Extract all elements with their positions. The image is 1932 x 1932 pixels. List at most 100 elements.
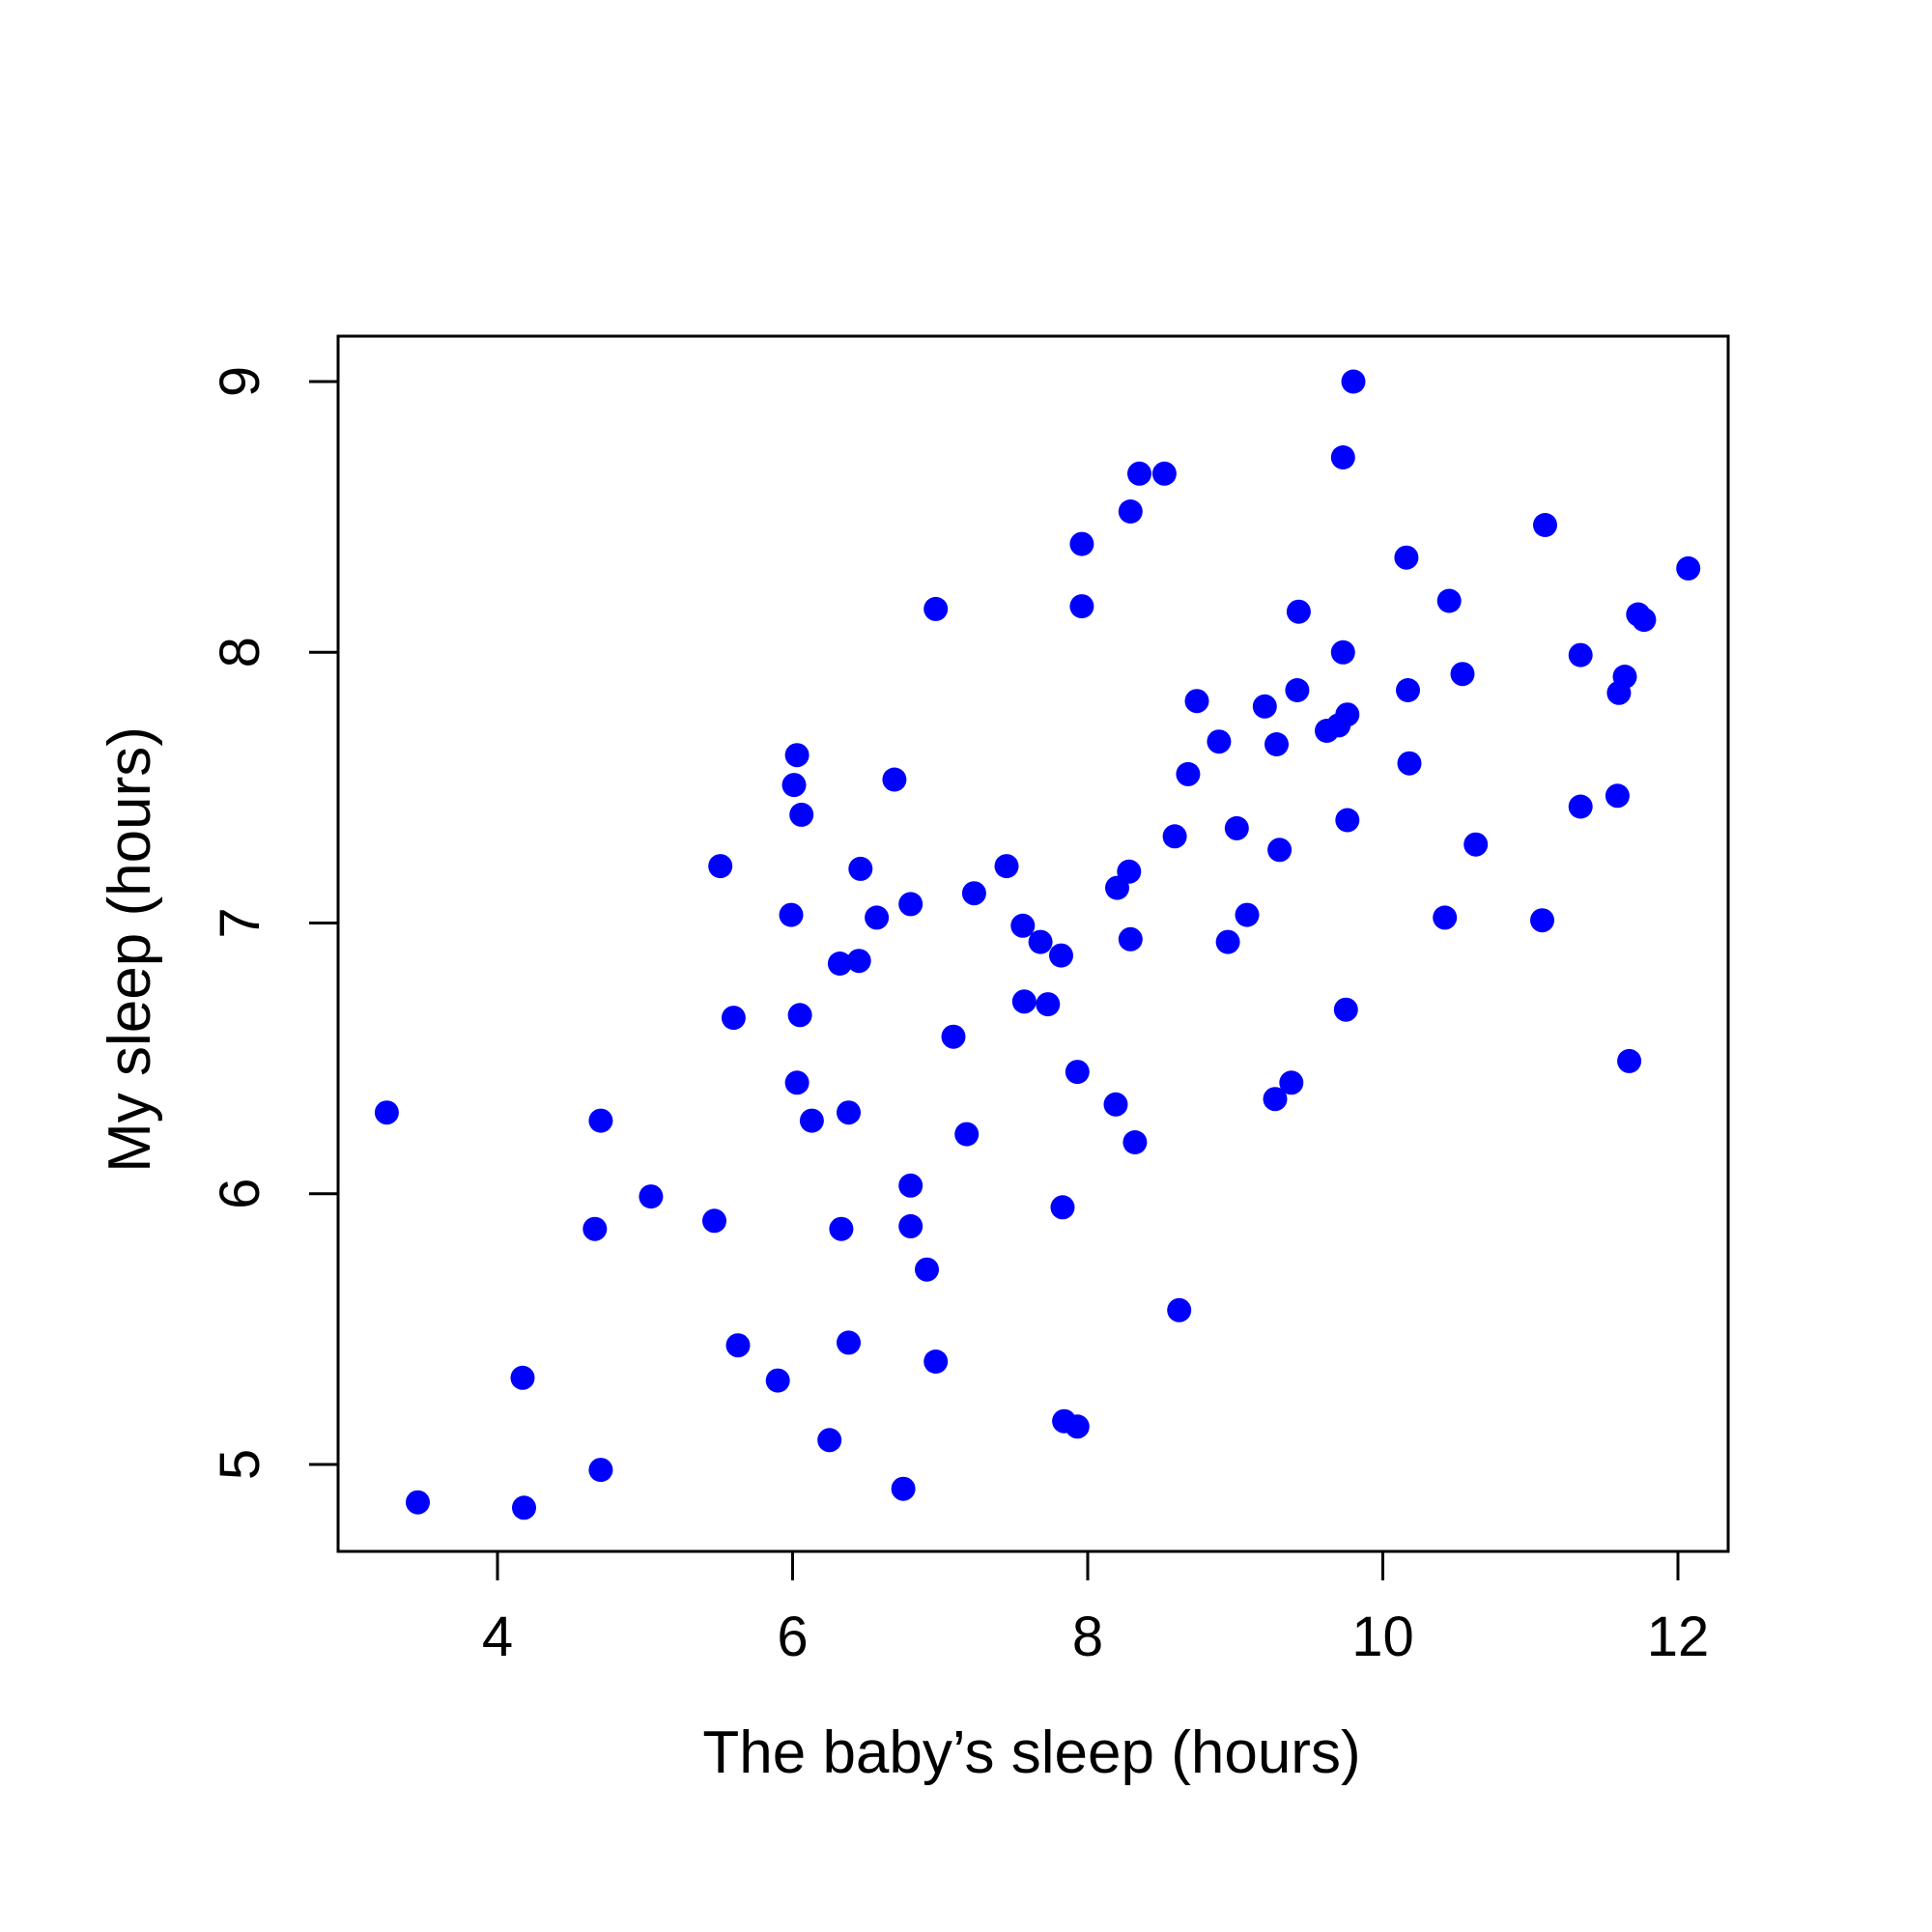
data-point	[1162, 824, 1187, 849]
data-point	[941, 1024, 966, 1049]
y-tick-label: 7	[209, 907, 271, 938]
data-point	[954, 1122, 980, 1147]
data-point	[882, 767, 907, 792]
data-points	[374, 369, 1701, 1520]
y-tick-label: 8	[209, 637, 271, 668]
data-point	[1330, 445, 1355, 469]
data-point	[1127, 461, 1151, 486]
data-point	[1263, 1087, 1288, 1112]
data-point	[1530, 908, 1554, 933]
data-point	[765, 1368, 790, 1393]
y-axis-title: My sleep (hours)	[97, 726, 163, 1173]
data-point	[817, 1428, 842, 1453]
data-point	[1605, 783, 1630, 809]
data-point	[1533, 513, 1557, 537]
data-point	[923, 596, 949, 621]
data-point	[721, 1006, 746, 1031]
data-point	[1676, 555, 1701, 581]
data-point	[1176, 761, 1201, 786]
data-point	[784, 743, 810, 768]
data-point	[827, 952, 852, 976]
data-point	[837, 1100, 861, 1125]
data-point	[1285, 678, 1310, 702]
data-point	[1215, 929, 1240, 954]
y-tick-label: 5	[209, 1449, 271, 1480]
data-point	[1433, 905, 1458, 930]
x-axis: 4 6 8 10 12	[482, 1551, 1709, 1668]
data-point	[1151, 461, 1177, 486]
data-point	[846, 949, 871, 974]
data-point	[1436, 588, 1462, 613]
data-point	[1011, 989, 1037, 1014]
data-point	[898, 892, 923, 917]
data-point	[1184, 689, 1209, 714]
data-point	[898, 1213, 923, 1238]
data-point	[1632, 608, 1657, 633]
y-axis: 5 6 7 8 9	[209, 366, 338, 1480]
data-point	[1568, 794, 1593, 819]
data-point	[1341, 369, 1366, 394]
data-point	[512, 1495, 536, 1520]
data-point	[1335, 808, 1360, 833]
data-point	[1463, 832, 1489, 857]
data-point	[1118, 499, 1143, 524]
data-point	[510, 1365, 535, 1390]
data-point	[1207, 729, 1232, 754]
data-point	[1010, 913, 1036, 938]
data-point	[1279, 1070, 1304, 1095]
data-point	[1450, 662, 1475, 687]
x-tick-label: 4	[482, 1605, 513, 1668]
data-point	[961, 881, 986, 906]
data-point	[1069, 594, 1094, 619]
data-point	[1028, 929, 1053, 954]
data-point	[1252, 694, 1277, 719]
data-point	[1050, 1195, 1075, 1220]
x-tick-label: 12	[1647, 1605, 1710, 1668]
y-tick-label: 6	[209, 1179, 271, 1209]
data-point	[784, 1070, 810, 1095]
x-tick-label: 8	[1072, 1605, 1103, 1668]
x-axis-title: The baby’s sleep (hours)	[702, 1719, 1360, 1786]
data-point	[1049, 943, 1073, 968]
data-point	[1118, 926, 1143, 952]
plot-frame	[336, 334, 1730, 1553]
data-point	[1117, 859, 1142, 884]
data-point	[1065, 1060, 1090, 1085]
data-point	[779, 902, 804, 927]
data-point	[1069, 531, 1094, 556]
data-point	[787, 1003, 812, 1028]
data-point	[588, 1458, 613, 1483]
data-point	[1330, 639, 1355, 665]
data-point	[1568, 642, 1593, 668]
data-point	[725, 1333, 751, 1358]
data-point	[848, 856, 873, 881]
data-point	[1335, 702, 1360, 727]
data-point	[1333, 997, 1358, 1022]
data-point	[789, 802, 814, 827]
data-point	[799, 1108, 824, 1133]
data-point	[639, 1184, 664, 1209]
data-point	[1397, 751, 1422, 776]
x-tick-label: 10	[1351, 1605, 1414, 1668]
data-point	[588, 1108, 613, 1133]
data-point	[1122, 1130, 1148, 1154]
data-point	[891, 1476, 916, 1501]
data-point	[865, 905, 890, 930]
data-point	[837, 1330, 861, 1355]
data-point	[1065, 1414, 1090, 1439]
data-point	[1617, 1048, 1642, 1073]
data-point	[1286, 599, 1311, 624]
x-tick-label: 6	[777, 1605, 808, 1668]
data-point	[582, 1216, 608, 1241]
data-point	[1224, 815, 1249, 840]
data-point	[702, 1208, 726, 1234]
data-point	[1396, 678, 1420, 702]
data-point	[1235, 902, 1260, 927]
data-point	[923, 1350, 949, 1374]
data-point	[1264, 732, 1289, 756]
data-point	[1394, 545, 1419, 570]
data-point	[1612, 665, 1637, 689]
data-point	[898, 1173, 923, 1198]
data-point	[1103, 1092, 1128, 1117]
